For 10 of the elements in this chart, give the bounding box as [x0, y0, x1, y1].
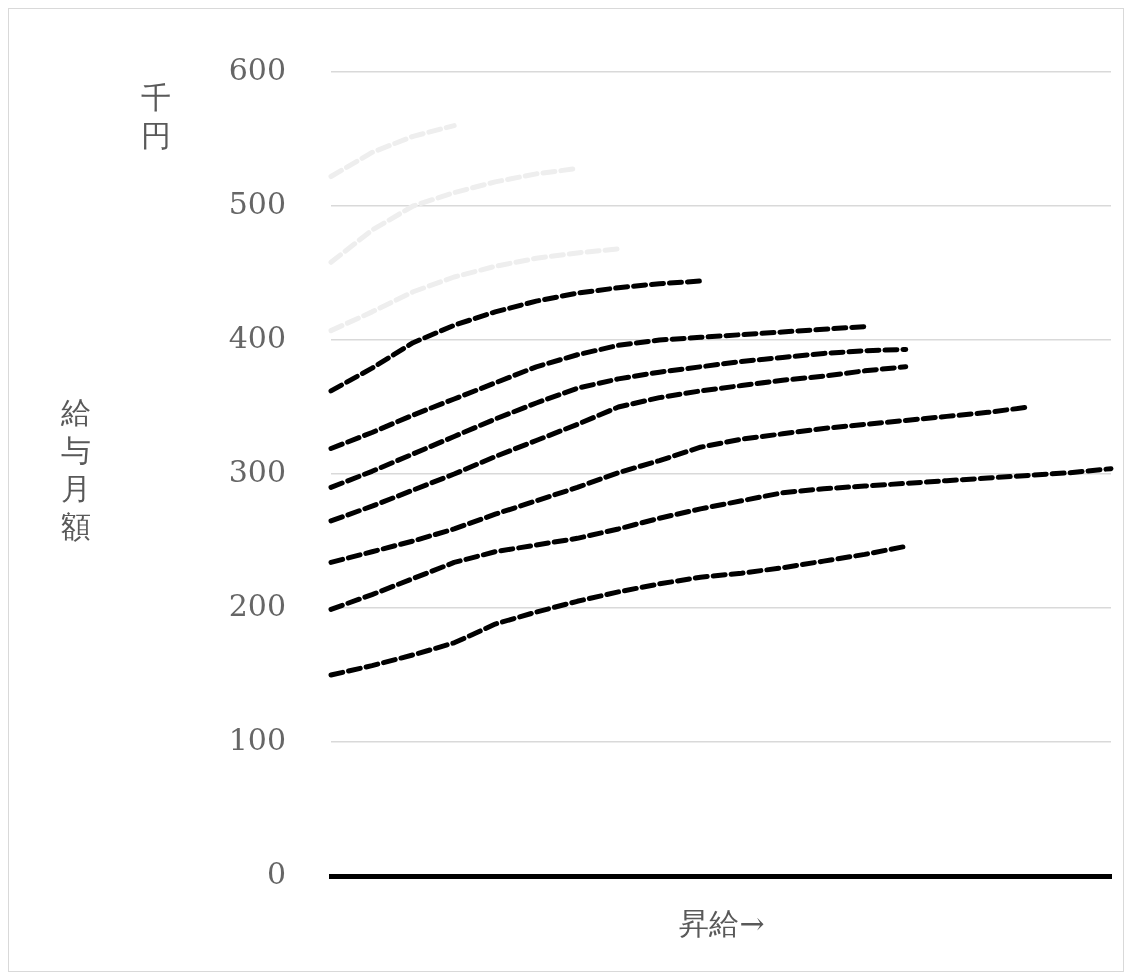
y-tick-label: 200 [228, 587, 286, 623]
y-tick-label: 100 [228, 721, 286, 757]
y-tick-label: 500 [228, 185, 286, 221]
text: 千円 [140, 79, 172, 155]
x-axis-title: 昇給→ [678, 905, 766, 943]
y-tick-label: 300 [228, 453, 286, 489]
y-tick-label: 0 [266, 855, 286, 891]
y-axis-title: 給与月額 [60, 394, 92, 546]
y-tick-label: 600 [228, 51, 286, 87]
y-tick-label: 400 [228, 319, 286, 355]
